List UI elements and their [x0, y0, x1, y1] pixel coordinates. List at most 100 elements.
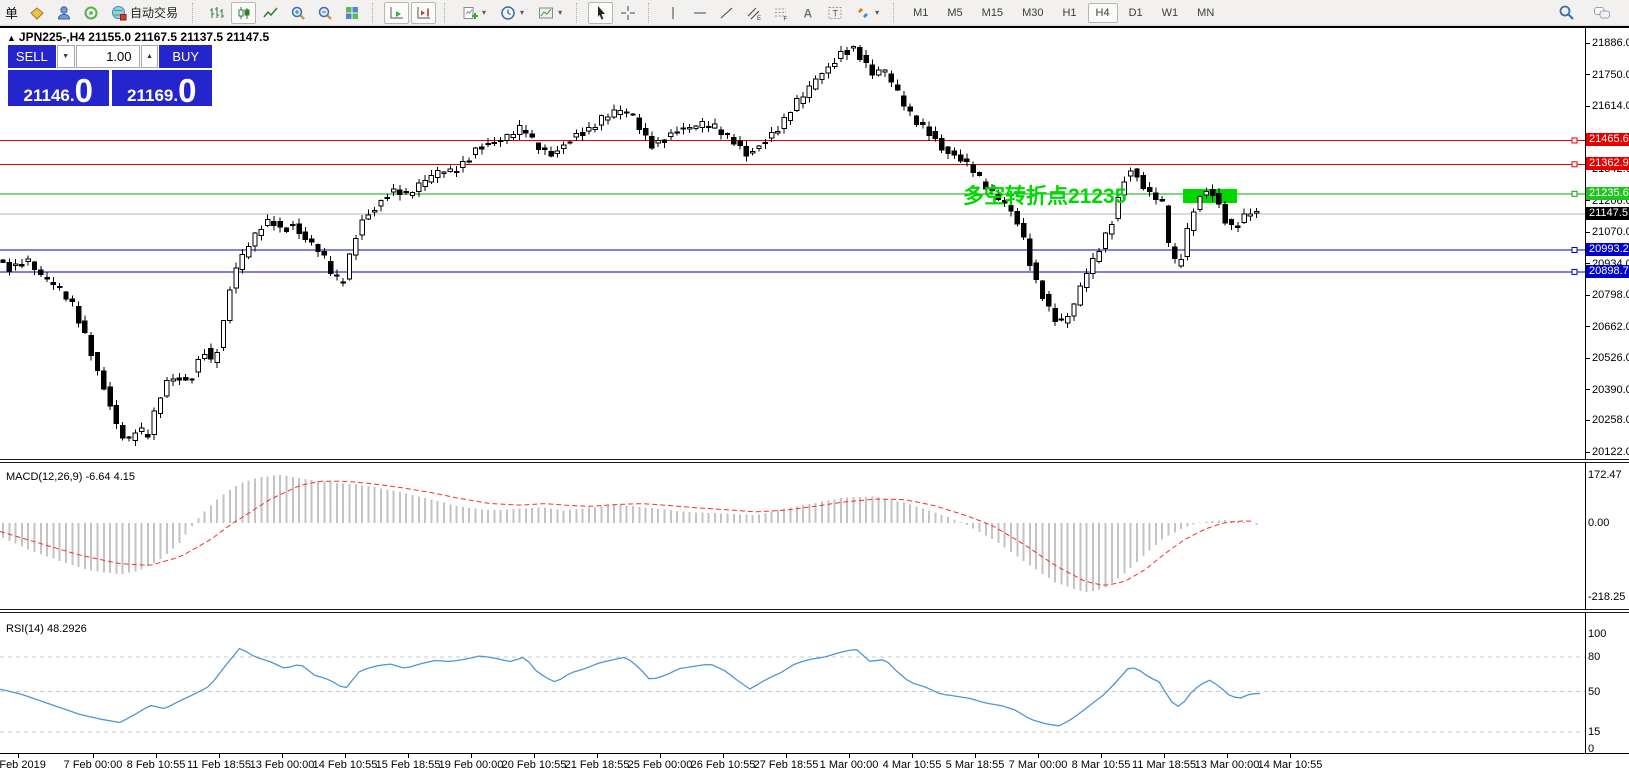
- y-axis-tick: 20258.0: [1586, 414, 1629, 426]
- timeframe-group: M1 M5 M15 M30 H1 H4 D1 W1 MN: [905, 2, 1222, 23]
- candle: [888, 73, 894, 83]
- x-axis-tick: [1101, 754, 1102, 758]
- buy-button[interactable]: BUY: [159, 45, 212, 68]
- timeframe-m5[interactable]: M5: [939, 3, 970, 23]
- candle: [712, 123, 718, 129]
- candle: [258, 228, 265, 237]
- collapse-arrow-icon[interactable]: ▲: [7, 33, 16, 43]
- candle: [680, 127, 687, 130]
- candle: [409, 192, 416, 197]
- timeframe-h4[interactable]: H4: [1087, 2, 1118, 23]
- equidistant-channel-icon[interactable]: E: [741, 2, 766, 24]
- arrows-button[interactable]: ▾: [849, 2, 885, 24]
- candle: [762, 142, 768, 145]
- y-axis-tick: 21614.0: [1586, 100, 1629, 112]
- text-label-icon[interactable]: T: [822, 2, 847, 24]
- candle: [838, 50, 844, 59]
- buy-price[interactable]: 21169. 0: [111, 70, 212, 107]
- candle: [1014, 211, 1020, 225]
- chat-icon[interactable]: [1589, 2, 1614, 24]
- metaquotes-icon[interactable]: [24, 2, 49, 24]
- chart-shift-icon[interactable]: [411, 1, 437, 24]
- candle: [1052, 308, 1058, 322]
- line-chart-icon[interactable]: [258, 2, 283, 24]
- candle: [573, 132, 579, 138]
- candle: [548, 151, 554, 157]
- candle: [1191, 211, 1197, 231]
- panel-splitter[interactable]: [0, 609, 1629, 613]
- candle: [397, 189, 403, 196]
- candle: [498, 139, 504, 142]
- candle: [567, 141, 573, 144]
- candle: [970, 164, 976, 173]
- x-axis-tick: [156, 754, 157, 758]
- candle: [239, 253, 246, 271]
- timeframe-m30[interactable]: M30: [1014, 3, 1051, 23]
- x-axis-tick: [219, 754, 220, 758]
- candle: [1102, 232, 1109, 249]
- rsi-axis-label: 100: [1588, 628, 1607, 640]
- timeframe-mn[interactable]: MN: [1189, 3, 1222, 23]
- text-icon[interactable]: A: [795, 2, 820, 24]
- macd-signal-line: [0, 480, 1254, 586]
- candlestick-chart-icon[interactable]: [231, 1, 257, 24]
- auto-scroll-icon[interactable]: [384, 1, 410, 24]
- chevron-down-icon: ▾: [875, 8, 880, 17]
- crosshair-icon[interactable]: [615, 2, 640, 24]
- menu-partial-label[interactable]: 单: [5, 6, 19, 21]
- candle: [932, 131, 939, 140]
- main-chart-canvas[interactable]: 多空转折点21235: [0, 26, 1585, 459]
- bar-chart-icon[interactable]: [204, 2, 229, 24]
- candle: [63, 291, 69, 300]
- rsi-canvas[interactable]: [0, 613, 1585, 753]
- zoom-in-icon[interactable]: [285, 2, 310, 24]
- timeframe-d1[interactable]: D1: [1121, 3, 1151, 23]
- candle: [844, 50, 850, 55]
- trendline-icon[interactable]: [714, 2, 739, 24]
- tile-windows-icon[interactable]: [339, 2, 364, 24]
- candle: [170, 378, 176, 382]
- volume-input[interactable]: [75, 45, 140, 68]
- candle: [1046, 294, 1052, 307]
- candle: [806, 85, 813, 98]
- candle: [460, 160, 466, 168]
- templates-button[interactable]: ▾: [532, 2, 568, 24]
- metaeditor-icon[interactable]: [51, 2, 76, 24]
- cursor-icon[interactable]: [588, 1, 614, 24]
- macd-canvas[interactable]: [0, 463, 1585, 609]
- candle: [624, 111, 630, 114]
- candle: [346, 253, 353, 280]
- volume-decrease-button[interactable]: ▼: [56, 45, 75, 68]
- x-axis-tick: [1290, 754, 1291, 758]
- timeframe-w1[interactable]: W1: [1154, 3, 1187, 23]
- price-axis[interactable]: 21886.021750.021614.021342.021206.021070…: [1586, 26, 1629, 755]
- vertical-line-icon[interactable]: [660, 2, 685, 24]
- timeframe-h1[interactable]: H1: [1054, 3, 1084, 23]
- candle: [120, 425, 126, 439]
- timeframe-m1[interactable]: M1: [905, 3, 936, 23]
- signals-icon[interactable]: [78, 2, 103, 24]
- rsi-axis-label: 50: [1588, 685, 1601, 698]
- volume-increase-button[interactable]: ▲: [140, 45, 159, 68]
- x-axis-tick: [408, 754, 409, 758]
- sell-price[interactable]: 21146. 0: [8, 70, 109, 107]
- panel-splitter[interactable]: [0, 459, 1629, 463]
- zoom-out-icon[interactable]: [312, 2, 337, 24]
- candle: [1159, 198, 1165, 202]
- candle: [957, 154, 964, 162]
- candle: [321, 251, 328, 256]
- periods-button[interactable]: ▾: [494, 2, 530, 24]
- indicators-add-button[interactable]: ▾: [456, 2, 492, 24]
- candle: [151, 410, 157, 436]
- y-axis-tick: 20122.0: [1586, 446, 1629, 458]
- autotrading-button[interactable]: 自动交易: [105, 2, 184, 24]
- x-axis-tick: [471, 754, 472, 758]
- fibonacci-icon[interactable]: F: [768, 2, 793, 24]
- sell-button[interactable]: SELL: [8, 45, 56, 68]
- search-icon[interactable]: [1554, 2, 1579, 24]
- horizontal-line-icon[interactable]: [687, 2, 712, 24]
- line-handle: [1571, 137, 1578, 144]
- timeframe-m15[interactable]: M15: [974, 3, 1011, 23]
